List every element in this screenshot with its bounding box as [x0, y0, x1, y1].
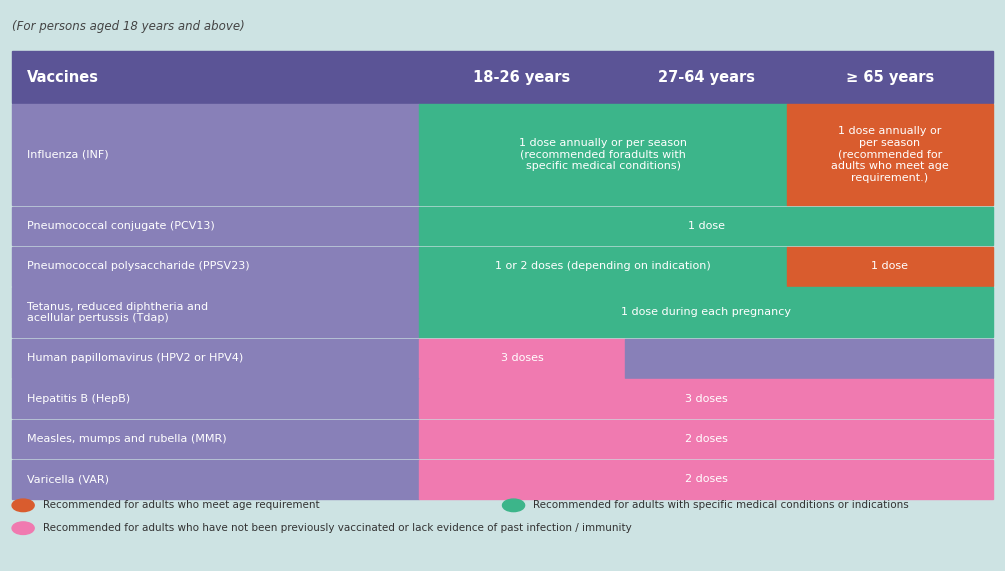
Circle shape: [12, 499, 34, 512]
Text: Human papillomavirus (HPV2 or HPV4): Human papillomavirus (HPV2 or HPV4): [27, 353, 243, 363]
Bar: [419, 247, 787, 286]
Text: Recommended for adults who have not been previously vaccinated or lack evidence : Recommended for adults who have not been…: [43, 523, 632, 533]
Text: Influenza (INF): Influenza (INF): [27, 150, 109, 159]
Bar: [419, 379, 993, 418]
Bar: [12, 379, 419, 418]
Text: 1 dose annually or per season
(recommended foradults with
specific medical condi: 1 dose annually or per season (recommend…: [519, 138, 687, 171]
Bar: [419, 104, 787, 205]
Bar: [419, 287, 993, 337]
Bar: [419, 207, 993, 246]
Text: 2 doses: 2 doses: [684, 475, 728, 484]
Text: 1 dose: 1 dose: [687, 221, 725, 231]
Bar: [12, 460, 419, 499]
Bar: [12, 420, 419, 459]
Circle shape: [12, 522, 34, 534]
Text: Varicella (VAR): Varicella (VAR): [27, 475, 110, 484]
Text: 27-64 years: 27-64 years: [657, 70, 755, 85]
Text: 1 dose annually or
per season
(recommended for
adults who meet age
requirement.): 1 dose annually or per season (recommend…: [831, 126, 949, 183]
Bar: [12, 104, 419, 205]
Text: 3 doses: 3 doses: [684, 394, 728, 404]
Circle shape: [502, 499, 525, 512]
Bar: [12, 207, 419, 246]
Text: Recommended for adults with specific medical conditions or indications: Recommended for adults with specific med…: [534, 500, 910, 510]
Text: Hepatitis B (HepB): Hepatitis B (HepB): [27, 394, 131, 404]
Text: Vaccines: Vaccines: [27, 70, 99, 85]
Text: 3 doses: 3 doses: [500, 353, 544, 363]
Bar: [419, 339, 625, 377]
Bar: [787, 104, 993, 205]
Text: Tetanus, reduced diphtheria and
acellular pertussis (Tdap): Tetanus, reduced diphtheria and acellula…: [27, 301, 208, 323]
Text: ≥ 65 years: ≥ 65 years: [846, 70, 934, 85]
Bar: [12, 51, 993, 103]
Text: (For persons aged 18 years and above): (For persons aged 18 years and above): [12, 20, 245, 33]
Text: Pneumococcal polysaccharide (PPSV23): Pneumococcal polysaccharide (PPSV23): [27, 262, 250, 271]
Bar: [12, 247, 419, 286]
Text: Pneumococcal conjugate (PCV13): Pneumococcal conjugate (PCV13): [27, 221, 215, 231]
Bar: [12, 339, 419, 377]
Bar: [787, 247, 993, 286]
Bar: [12, 287, 419, 337]
Text: Recommended for adults who meet age requirement: Recommended for adults who meet age requ…: [43, 500, 320, 510]
Text: Measles, mumps and rubella (MMR): Measles, mumps and rubella (MMR): [27, 434, 227, 444]
Text: 1 dose: 1 dose: [871, 262, 909, 271]
Bar: [625, 339, 993, 377]
Text: 18-26 years: 18-26 years: [473, 70, 571, 85]
Bar: [419, 420, 993, 459]
Bar: [419, 460, 993, 499]
Text: 2 doses: 2 doses: [684, 434, 728, 444]
Text: 1 dose during each pregnancy: 1 dose during each pregnancy: [621, 307, 791, 317]
Text: 1 or 2 doses (depending on indication): 1 or 2 doses (depending on indication): [495, 262, 711, 271]
